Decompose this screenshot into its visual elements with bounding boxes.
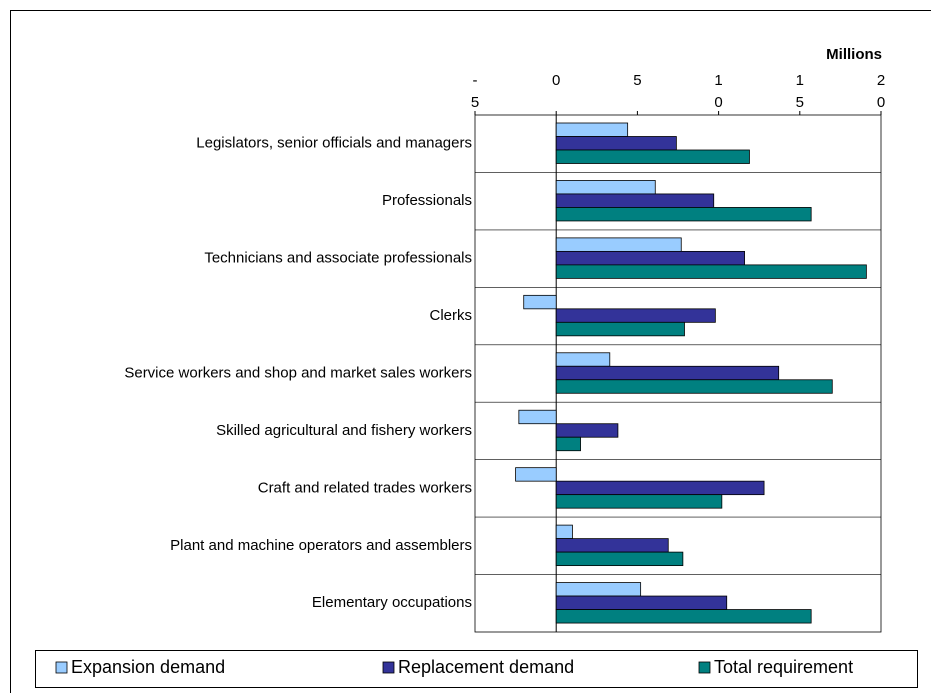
- bar: [518, 409, 557, 425]
- bar: [555, 149, 750, 164]
- bar: [555, 264, 867, 279]
- bar: [555, 609, 812, 624]
- bar: [523, 294, 557, 310]
- bar: [555, 595, 728, 610]
- legend-label: Expansion demand: [71, 657, 225, 677]
- bar: [555, 136, 677, 151]
- legend-box: [35, 650, 918, 688]
- x-tick-label: -5: [470, 72, 480, 111]
- bar: [555, 180, 656, 195]
- x-tick-label: 10: [714, 72, 723, 111]
- category-label: Elementary occupations: [312, 594, 472, 611]
- bar: [555, 436, 581, 452]
- category-label: Plant and machine operators and assemble…: [170, 537, 472, 554]
- bar: [555, 524, 573, 540]
- x-tick-label: 15: [795, 72, 804, 111]
- category-label: Legislators, senior officials and manage…: [196, 135, 472, 152]
- category-label: Technicians and associate professionals: [204, 250, 472, 267]
- legend-swatch: [698, 661, 711, 674]
- bar: [555, 480, 765, 496]
- x-tick-label: 20: [876, 72, 886, 111]
- bar: [555, 551, 684, 567]
- category-label: Clerks: [429, 307, 472, 324]
- x-tick-label: 0: [552, 72, 561, 89]
- bar: [555, 352, 611, 367]
- bar: [555, 122, 629, 137]
- bar: [555, 423, 619, 438]
- legend-swatch: [55, 661, 68, 674]
- bar: [555, 237, 682, 252]
- plot-area: [474, 114, 882, 633]
- bar: [555, 582, 642, 597]
- bar: [555, 321, 685, 337]
- bar: [555, 250, 745, 266]
- bar: [555, 538, 669, 553]
- category-label: Professionals: [382, 192, 472, 209]
- legend-label: Total requirement: [714, 657, 853, 677]
- bar: [555, 379, 833, 394]
- bar: [555, 207, 812, 222]
- frame: [10, 10, 931, 693]
- bar: [555, 308, 716, 323]
- legend-swatch: [382, 661, 395, 674]
- legend-label: Replacement demand: [398, 657, 574, 677]
- x-tick-label: 5: [633, 72, 642, 89]
- bar: [555, 494, 723, 509]
- category-label: Craft and related trades workers: [258, 479, 472, 496]
- category-label: Service workers and shop and market sale…: [124, 364, 472, 381]
- bar: [555, 365, 780, 381]
- category-label: Skilled agricultural and fishery workers: [216, 422, 472, 439]
- x-axis-label: Millions: [826, 46, 882, 63]
- bar: [515, 467, 557, 482]
- bar: [555, 193, 715, 208]
